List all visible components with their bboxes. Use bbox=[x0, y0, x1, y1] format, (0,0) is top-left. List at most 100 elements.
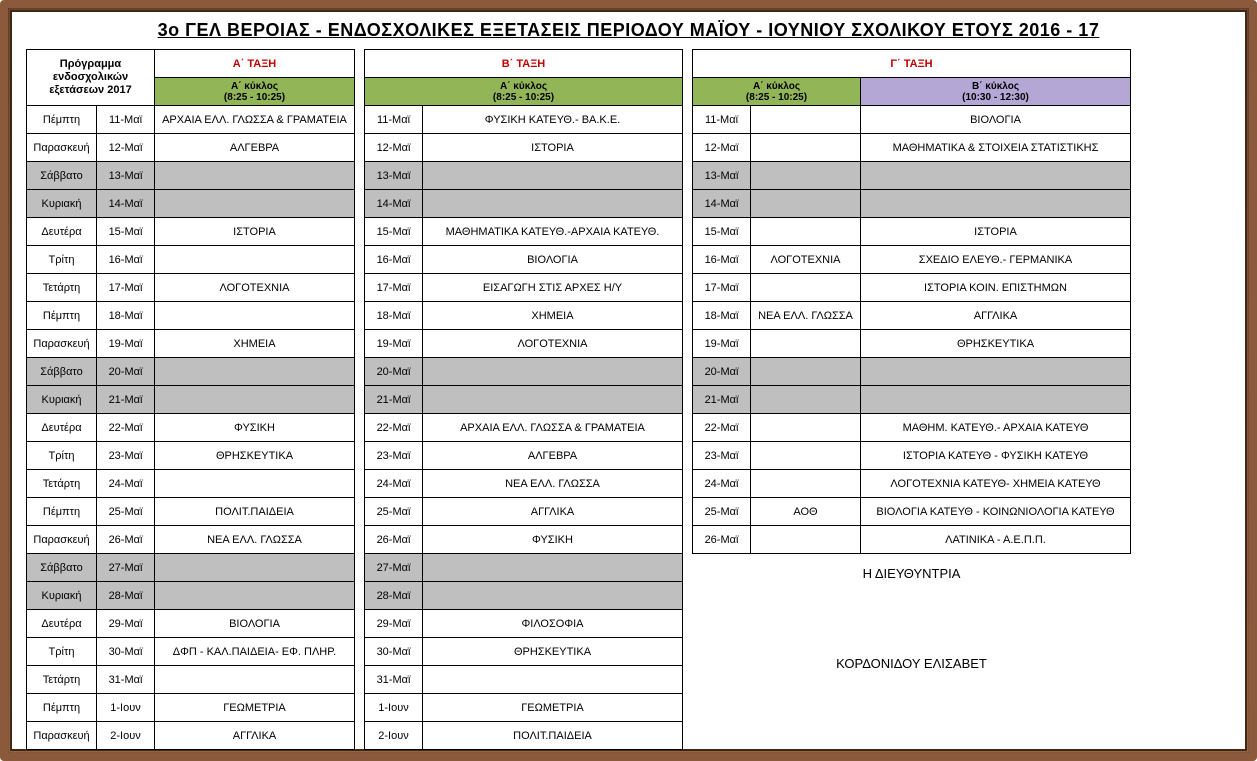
gap bbox=[683, 274, 693, 302]
subject-b-cell: ΘΡΗΣΚΕΥΤΙΚΑ bbox=[423, 638, 683, 666]
date-g-cell: 25-Μαϊ bbox=[693, 498, 751, 526]
date-cell: 12-Μαϊ bbox=[97, 134, 155, 162]
subject-b-cell bbox=[423, 554, 683, 582]
date-b-cell: 17-Μαϊ bbox=[365, 274, 423, 302]
program-header-l1: Πρόγραμμα bbox=[60, 58, 121, 70]
subject-g2-cell bbox=[861, 358, 1131, 386]
day-cell: Κυριακή bbox=[27, 190, 97, 218]
date-b-cell: 28-Μαϊ bbox=[365, 582, 423, 610]
date-b-cell: 2-Ιουν bbox=[365, 722, 423, 750]
gap bbox=[683, 470, 693, 498]
inner-frame: 3o ΓΕΛ ΒΕΡΟΙΑΣ - ΕΝΔΟΣΧΟΛΙΚΕΣ ΕΞΕΤΑΣΕΙΣ … bbox=[10, 10, 1247, 751]
subject-b-cell: ΝΕΑ ΕΛΛ. ΓΛΩΣΣΑ bbox=[423, 470, 683, 498]
kyklos-label: Α΄ κύκλος bbox=[753, 81, 800, 92]
gap bbox=[683, 106, 693, 134]
table-row: Σάββατο13-Μαϊ13-Μαϊ13-Μαϊ bbox=[27, 162, 1131, 190]
subject-a-cell bbox=[155, 190, 355, 218]
date-g-cell: 24-Μαϊ bbox=[693, 470, 751, 498]
subject-a-cell: ΒΙΟΛΟΓΙΑ bbox=[155, 610, 355, 638]
kyklos-time: (10:30 - 12:30) bbox=[962, 92, 1029, 103]
gap bbox=[683, 666, 693, 694]
gap bbox=[355, 190, 365, 218]
subject-b-cell bbox=[423, 386, 683, 414]
day-cell: Πέμπτη bbox=[27, 302, 97, 330]
day-cell: Παρασκευή bbox=[27, 134, 97, 162]
day-cell: Κυριακή bbox=[27, 582, 97, 610]
table-row: Σάββατο20-Μαϊ20-Μαϊ20-Μαϊ bbox=[27, 358, 1131, 386]
subject-b-cell: ΑΓΓΛΙΚΑ bbox=[423, 498, 683, 526]
date-cell: 22-Μαϊ bbox=[97, 414, 155, 442]
table-row: Τετάρτη17-ΜαϊΛΟΓΟΤΕΧΝΙΑ17-ΜαϊΕΙΣΑΓΩΓΗ ΣΤ… bbox=[27, 274, 1131, 302]
kyklos-time: (8:25 - 10:25) bbox=[224, 92, 285, 103]
subject-b-cell: ΦΙΛΟΣΟΦΙΑ bbox=[423, 610, 683, 638]
date-b-cell: 18-Μαϊ bbox=[365, 302, 423, 330]
date-b-cell: 30-Μαϊ bbox=[365, 638, 423, 666]
subject-g2-cell: ΣΧΕΔΙΟ ΕΛΕΥΘ.- ΓΕΡΜΑΝΙΚΑ bbox=[861, 246, 1131, 274]
gap bbox=[683, 330, 693, 358]
gap bbox=[355, 302, 365, 330]
date-g-cell: 19-Μαϊ bbox=[693, 330, 751, 358]
program-header: Πρόγραμμα ενδοσχολικών εξετάσεων 2017 bbox=[27, 50, 155, 106]
date-b-cell: 23-Μαϊ bbox=[365, 442, 423, 470]
date-cell: 24-Μαϊ bbox=[97, 470, 155, 498]
date-b-cell: 14-Μαϊ bbox=[365, 190, 423, 218]
date-b-cell: 21-Μαϊ bbox=[365, 386, 423, 414]
gap bbox=[355, 694, 365, 722]
date-b-cell: 20-Μαϊ bbox=[365, 358, 423, 386]
subject-b-cell bbox=[423, 358, 683, 386]
header-kyklos-b1: Α΄ κύκλος (8:25 - 10:25) bbox=[365, 78, 683, 106]
subject-g2-cell bbox=[861, 386, 1131, 414]
gap bbox=[355, 246, 365, 274]
subject-a-cell bbox=[155, 386, 355, 414]
date-cell: 21-Μαϊ bbox=[97, 386, 155, 414]
subject-g1-cell bbox=[751, 190, 861, 218]
day-cell: Τρίτη bbox=[27, 638, 97, 666]
date-b-cell: 11-Μαϊ bbox=[365, 106, 423, 134]
table-row: Τρίτη30-ΜαϊΔΦΠ - ΚΑΛ.ΠΑΙΔΕΙΑ- ΕΦ. ΠΛΗΡ.3… bbox=[27, 638, 1131, 666]
table-row: Δευτέρα22-ΜαϊΦΥΣΙΚΗ22-ΜαϊΑΡΧΑΙΑ ΕΛΛ. ΓΛΩ… bbox=[27, 414, 1131, 442]
subject-b-cell: ΓΕΩΜΕΤΡΙΑ bbox=[423, 694, 683, 722]
subject-a-cell: ΝΕΑ ΕΛΛ. ΓΛΩΣΣΑ bbox=[155, 526, 355, 554]
gap bbox=[683, 554, 693, 582]
date-cell: 19-Μαϊ bbox=[97, 330, 155, 358]
day-cell: Κυριακή bbox=[27, 386, 97, 414]
date-g-cell: 23-Μαϊ bbox=[693, 442, 751, 470]
day-cell: Δευτέρα bbox=[27, 218, 97, 246]
date-cell: 26-Μαϊ bbox=[97, 526, 155, 554]
program-header-l2: ενδοσχολικών bbox=[53, 71, 128, 83]
date-b-cell: 1-Ιουν bbox=[365, 694, 423, 722]
date-cell: 15-Μαϊ bbox=[97, 218, 155, 246]
kyklos-time: (8:25 - 10:25) bbox=[746, 92, 807, 103]
date-b-cell: 29-Μαϊ bbox=[365, 610, 423, 638]
subject-a-cell: ΓΕΩΜΕΤΡΙΑ bbox=[155, 694, 355, 722]
date-cell: 2-Ιουν bbox=[97, 722, 155, 750]
gap bbox=[683, 190, 693, 218]
page-title: 3o ΓΕΛ ΒΕΡΟΙΑΣ - ΕΝΔΟΣΧΟΛΙΚΕΣ ΕΞΕΤΑΣΕΙΣ … bbox=[12, 12, 1245, 45]
subject-a-cell bbox=[155, 246, 355, 274]
gap bbox=[683, 722, 693, 750]
subject-a-cell bbox=[155, 302, 355, 330]
subject-g1-cell bbox=[751, 162, 861, 190]
subject-g2-cell: ΑΓΓΛΙΚΑ bbox=[861, 302, 1131, 330]
subject-a-cell: ΘΡΗΣΚΕΥΤΙΚΑ bbox=[155, 442, 355, 470]
table-row: Πέμπτη25-ΜαϊΠΟΛΙΤ.ΠΑΙΔΕΙΑ25-ΜαϊΑΓΓΛΙΚΑ25… bbox=[27, 498, 1131, 526]
subject-b-cell bbox=[423, 162, 683, 190]
subject-g1-cell bbox=[751, 414, 861, 442]
gap bbox=[683, 442, 693, 470]
date-g-cell: 14-Μαϊ bbox=[693, 190, 751, 218]
date-b-cell: 12-Μαϊ bbox=[365, 134, 423, 162]
subject-g1-cell bbox=[751, 386, 861, 414]
table-row: Κυριακή14-Μαϊ14-Μαϊ14-Μαϊ bbox=[27, 190, 1131, 218]
subject-a-cell bbox=[155, 358, 355, 386]
gap bbox=[355, 442, 365, 470]
date-g-cell: 16-Μαϊ bbox=[693, 246, 751, 274]
subject-b-cell: ΑΛΓΕΒΡΑ bbox=[423, 442, 683, 470]
subject-a-cell: ΦΥΣΙΚΗ bbox=[155, 414, 355, 442]
date-cell: 29-Μαϊ bbox=[97, 610, 155, 638]
subject-b-cell: ΜΑΘΗΜΑΤΙΚΑ ΚΑΤΕΥΘ.-ΑΡΧΑΙΑ ΚΑΤΕΥΘ. bbox=[423, 218, 683, 246]
date-b-cell: 19-Μαϊ bbox=[365, 330, 423, 358]
kyklos-label: Β΄ κύκλος bbox=[972, 81, 1019, 92]
subject-g1-cell bbox=[751, 106, 861, 134]
subject-g2-cell: ΙΣΤΟΡΙΑ ΚΟΙΝ. ΕΠΙΣΤΗΜΩΝ bbox=[861, 274, 1131, 302]
date-cell: 17-Μαϊ bbox=[97, 274, 155, 302]
